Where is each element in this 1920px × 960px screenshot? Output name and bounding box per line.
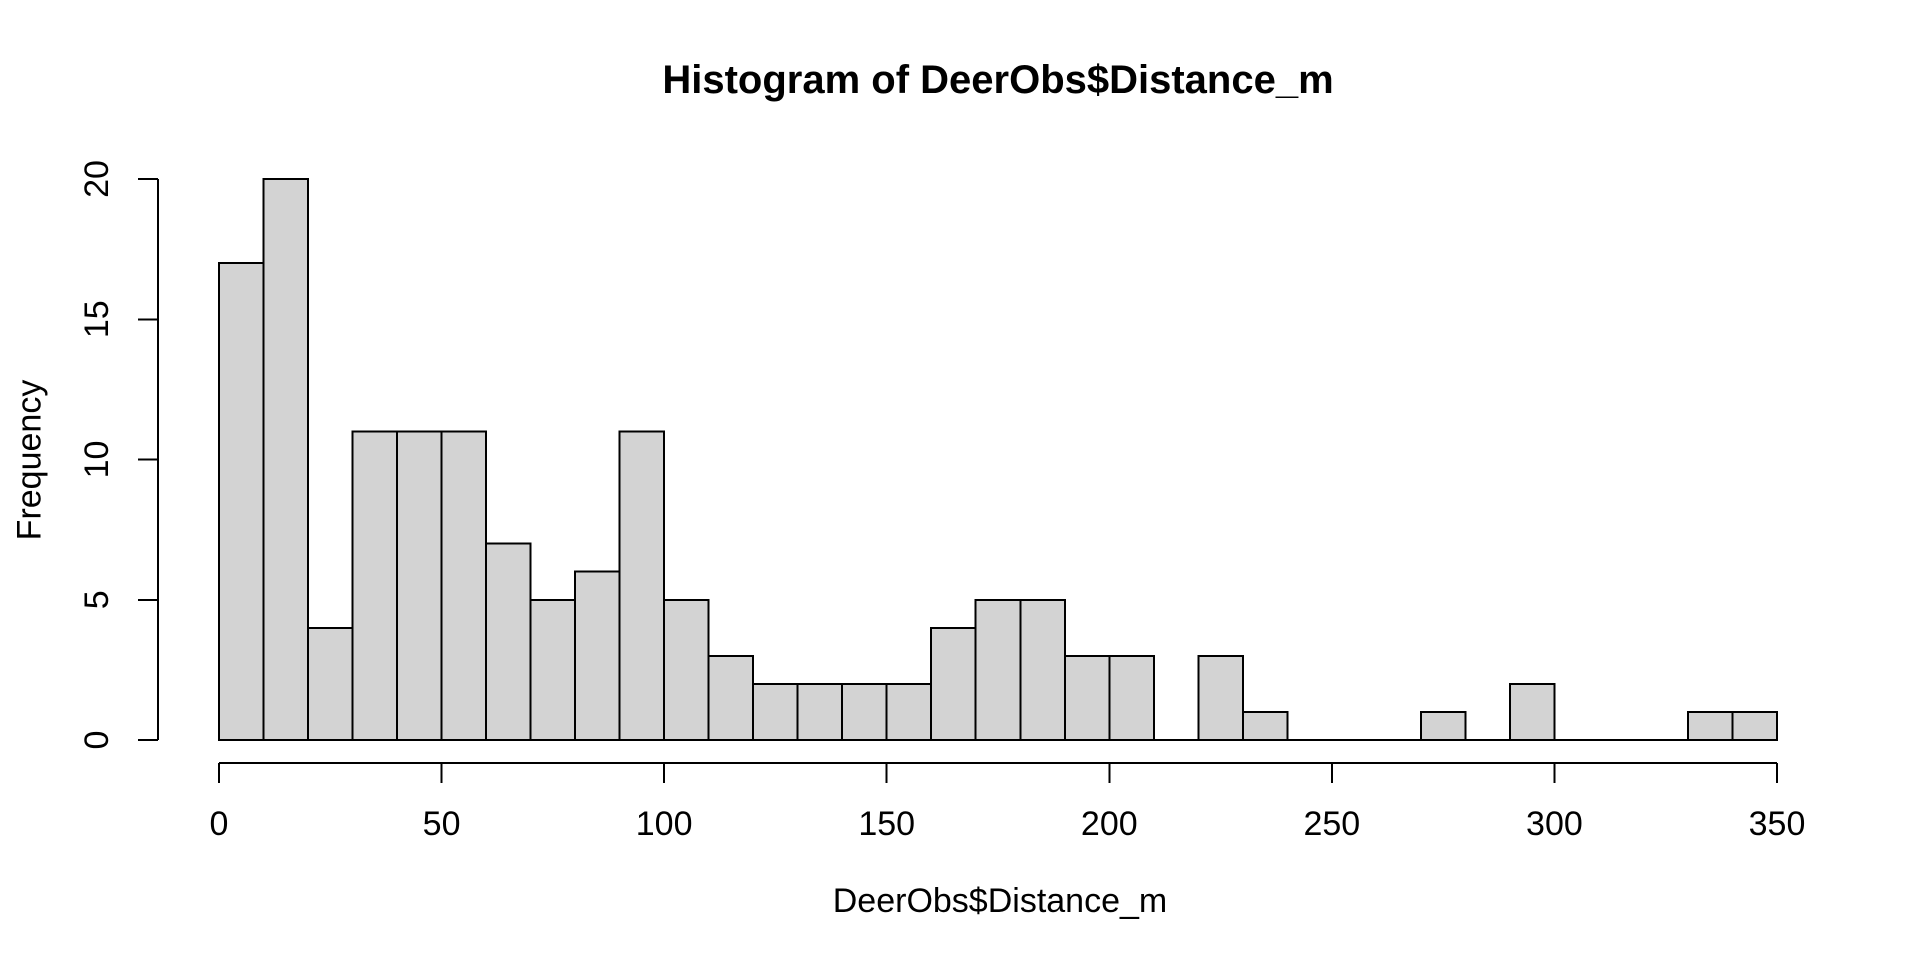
histogram-bar — [396, 430, 443, 741]
bars-group — [218, 178, 1779, 742]
histogram-bar — [885, 682, 933, 742]
x-tick-label: 300 — [1526, 805, 1583, 843]
histogram-bar — [574, 570, 621, 742]
x-tick-label: 50 — [423, 805, 461, 843]
histogram-bar — [351, 430, 399, 741]
x-tick-label: 100 — [636, 805, 693, 843]
y-axis: 0 5 10 15 20 — [78, 160, 159, 750]
histogram-bar — [1508, 682, 1556, 742]
histogram-bar — [1241, 710, 1289, 742]
histogram-bar — [1019, 598, 1066, 741]
histogram-bar — [841, 682, 888, 742]
x-axis: 0 50 100 150 200 250 300 350 — [210, 762, 1806, 843]
histogram-bar — [218, 262, 265, 741]
y-tick-label: 10 — [78, 441, 116, 479]
histogram-bar — [930, 626, 977, 741]
histogram-bar — [1419, 710, 1467, 742]
x-tick-label: 200 — [1081, 805, 1138, 843]
y-tick-label: 0 — [78, 731, 116, 750]
y-tick-label: 15 — [78, 300, 116, 338]
y-tick-label: 20 — [78, 160, 116, 198]
x-tick-label: 0 — [210, 805, 229, 843]
histogram-bar — [707, 654, 755, 741]
histogram-bar — [1197, 654, 1244, 741]
histogram-bar — [529, 598, 577, 741]
histogram-bar — [307, 626, 354, 741]
x-tick-label: 150 — [858, 805, 915, 843]
histogram-bar — [485, 542, 532, 742]
histogram-bar — [618, 430, 666, 741]
histogram-bar — [440, 430, 488, 741]
histogram-bar — [974, 598, 1022, 741]
histogram-bar — [663, 598, 710, 741]
histogram-bar — [1108, 654, 1155, 741]
y-tick-label: 5 — [78, 590, 116, 609]
y-axis-label: Frequency — [10, 379, 49, 541]
chart-title: Histogram of DeerObs$Distance_m — [662, 58, 1334, 102]
histogram-bar — [796, 682, 844, 742]
histogram-bar — [752, 682, 799, 742]
histogram-bar — [1686, 710, 1734, 742]
histogram-bar — [262, 178, 310, 741]
x-tick-label: 350 — [1749, 805, 1806, 843]
histogram-bar — [1063, 654, 1111, 741]
x-axis-label: DeerObs$Distance_m — [832, 882, 1168, 920]
histogram-bar — [1731, 710, 1779, 742]
x-tick-label: 250 — [1303, 805, 1360, 843]
